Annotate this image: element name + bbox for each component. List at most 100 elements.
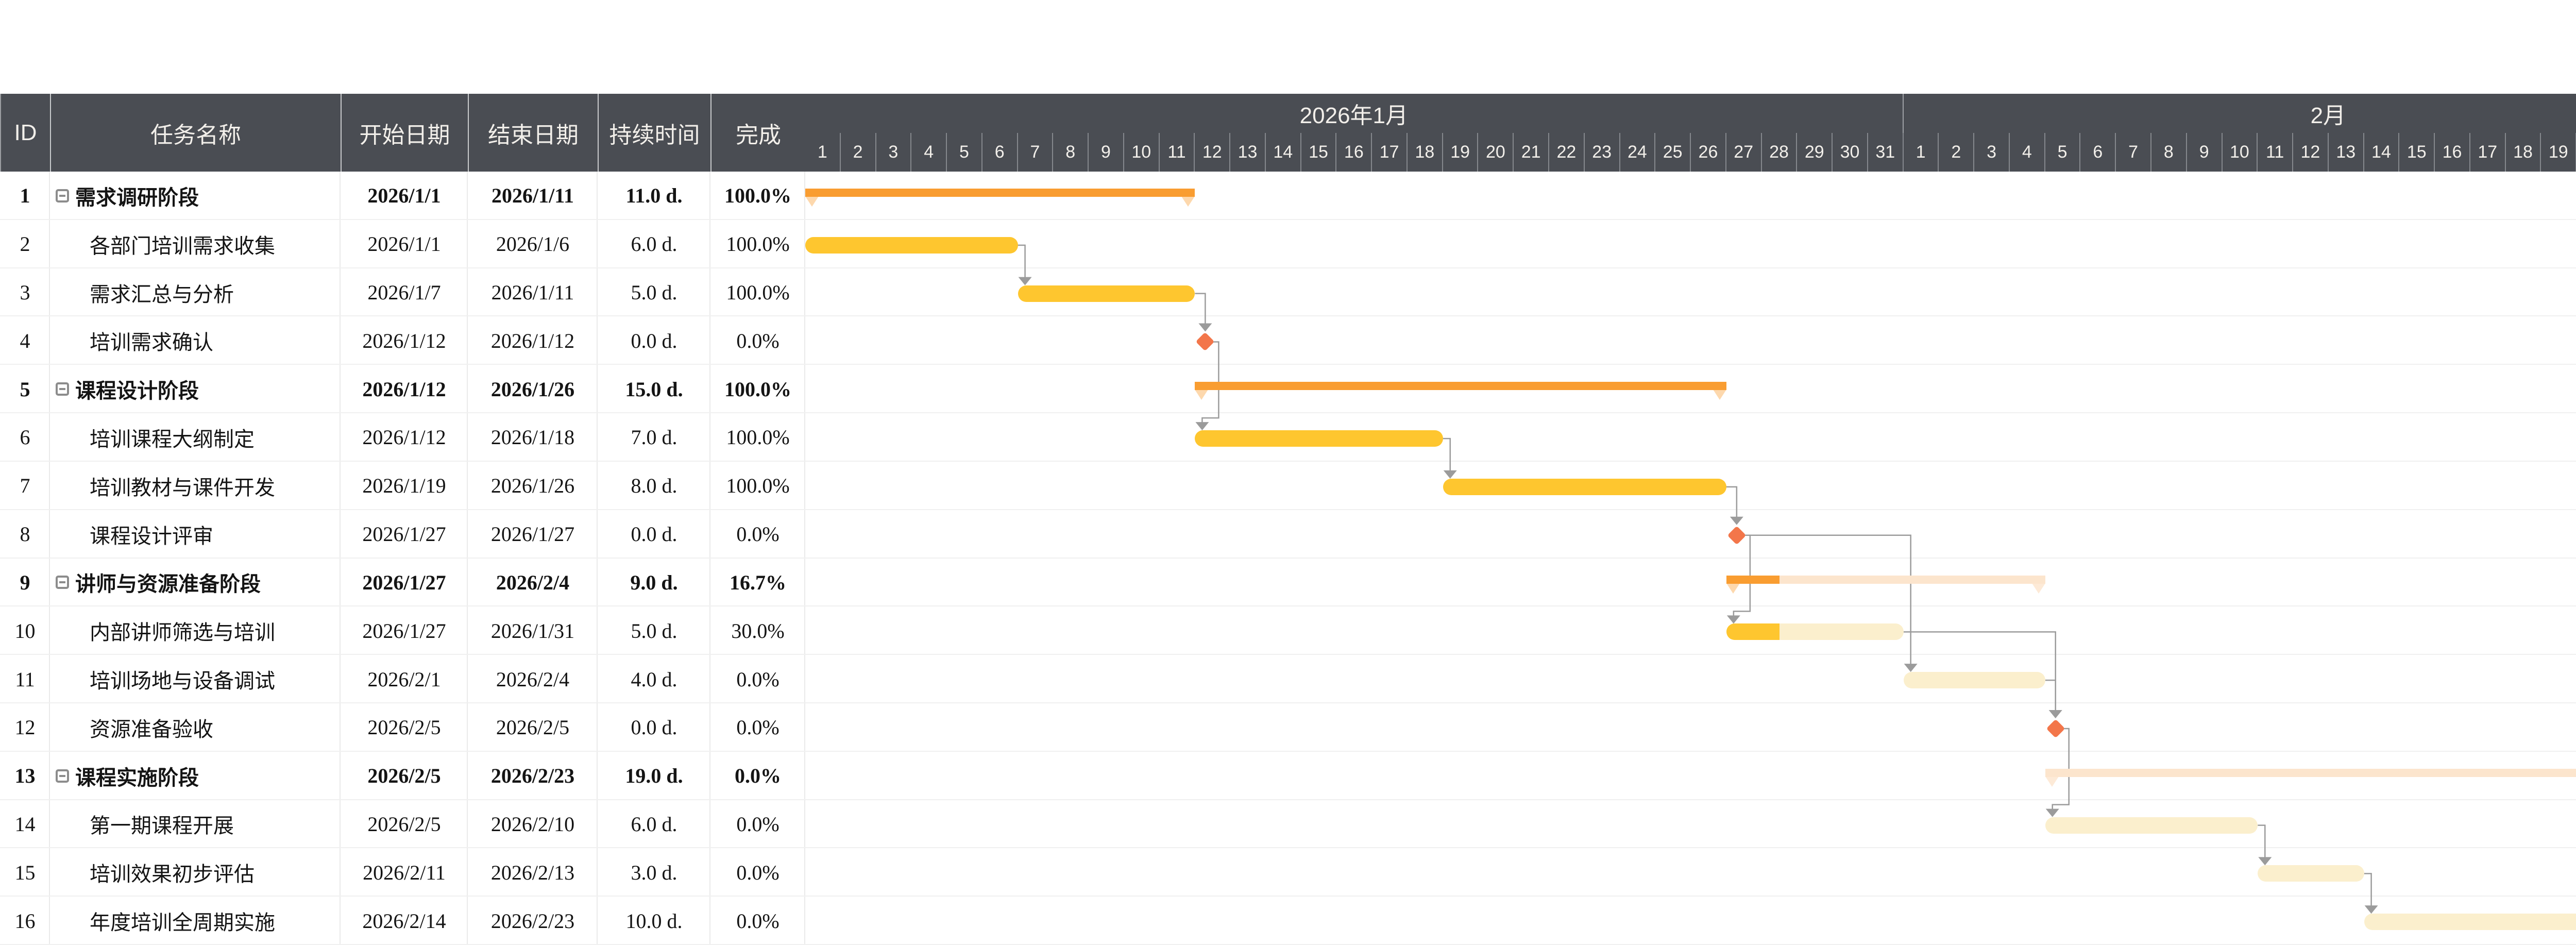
- task-bar[interactable]: [1903, 672, 2045, 689]
- cell-start: 2026/2/5: [367, 764, 441, 788]
- link-arrow-icon: [2045, 808, 2059, 817]
- cell-complete: 0.0%: [736, 909, 779, 933]
- row-divider: [0, 218, 2576, 220]
- task-bar[interactable]: [1195, 430, 1443, 447]
- cell-end: 2026/2/23: [490, 764, 575, 788]
- task-bar[interactable]: [2045, 817, 2258, 834]
- day-header: 4: [2010, 133, 2045, 172]
- column-header-duration[interactable]: 持续时间: [599, 94, 711, 172]
- link-arrow-icon: [2048, 710, 2062, 718]
- task-name-label: 需求调研阶段: [75, 185, 199, 209]
- column-header-start[interactable]: 开始日期: [342, 94, 469, 172]
- collapse-icon[interactable]: [56, 189, 69, 202]
- link-arrow-icon: [2364, 905, 2378, 914]
- day-header: 12: [2293, 133, 2329, 172]
- cell-end: 2026/1/27: [490, 522, 575, 546]
- day-header: 13: [2329, 133, 2364, 172]
- cell-complete: 30.0%: [731, 619, 785, 643]
- collapse-icon[interactable]: [56, 576, 69, 589]
- day-header: 14: [1266, 133, 1301, 172]
- collapse-icon[interactable]: [56, 382, 69, 396]
- cell-row-number: 14: [14, 812, 36, 836]
- task-bar[interactable]: [1726, 623, 1904, 640]
- collapse-icon[interactable]: [56, 769, 69, 783]
- cell-row-number: 4: [20, 329, 30, 352]
- summary-tail-left: [805, 196, 819, 207]
- day-header: 13: [1230, 133, 1266, 172]
- row-divider: [0, 557, 2576, 559]
- day-header: 15: [2399, 133, 2435, 172]
- summary-tail-left: [1726, 583, 1740, 594]
- cell-end: 2026/2/4: [496, 667, 570, 691]
- link-arrow-icon: [1726, 615, 1740, 624]
- cell-start: 2026/1/19: [362, 474, 446, 498]
- summary-bar[interactable]: [2045, 768, 2576, 787]
- row-divider: [0, 896, 2576, 897]
- cell-start: 2026/1/12: [362, 329, 446, 352]
- row-divider: [0, 364, 2576, 365]
- task-name-label: 讲师与资源准备阶段: [75, 572, 261, 596]
- cell-row-number: 16: [14, 909, 36, 933]
- day-header: 19: [1443, 133, 1479, 172]
- column-header-end[interactable]: 结束日期: [469, 94, 599, 172]
- cell-start: 2026/1/7: [367, 281, 441, 305]
- cell-duration: 15.0 d.: [625, 377, 683, 401]
- row-divider: [0, 315, 2576, 317]
- day-header: 8: [1053, 133, 1089, 172]
- cell-start: 2026/2/5: [367, 812, 441, 836]
- cell-row-number: 6: [20, 426, 30, 449]
- task-bar[interactable]: [1443, 478, 1726, 495]
- day-header: 7: [1018, 133, 1054, 172]
- task-bar[interactable]: [805, 237, 1018, 254]
- task-bar[interactable]: [1018, 285, 1195, 302]
- cell-end: 2026/1/26: [490, 474, 575, 498]
- link-arrow-icon: [1018, 277, 1032, 285]
- cell-task-name: 年度培训全周期实施: [90, 911, 275, 935]
- cell-complete: 0.0%: [736, 812, 779, 836]
- link-line: [1443, 437, 1451, 472]
- day-header: 23: [1585, 133, 1620, 172]
- cell-end: 2026/2/10: [490, 812, 575, 836]
- day-header: 8: [2151, 133, 2187, 172]
- cell-row-number: 12: [14, 716, 36, 739]
- column-header-name[interactable]: 任务名称: [51, 94, 342, 172]
- task-bar[interactable]: [2258, 865, 2364, 882]
- cell-complete: 100.0%: [726, 474, 790, 498]
- summary-tail-right: [1181, 196, 1195, 207]
- cell-start: 2026/2/11: [363, 860, 446, 884]
- link-line: [2052, 728, 2070, 811]
- summary-tail-left: [2045, 776, 2059, 787]
- summary-bar[interactable]: [805, 189, 1195, 207]
- day-header: 20: [1479, 133, 1514, 172]
- day-header: 30: [1833, 133, 1868, 172]
- link-arrow-icon: [1443, 470, 1457, 479]
- cell-end: 2026/2/23: [490, 909, 575, 933]
- cell-duration: 0.0 d.: [631, 716, 677, 739]
- summary-bar[interactable]: [1195, 382, 1726, 400]
- column-header-id[interactable]: ID: [1, 94, 51, 172]
- cell-row-number: 7: [20, 474, 30, 498]
- cell-duration: 4.0 d.: [631, 667, 677, 691]
- cell-start: 2026/1/1: [367, 184, 441, 208]
- day-header: 28: [1762, 133, 1798, 172]
- cell-start: 2026/1/12: [362, 426, 446, 449]
- cell-complete: 100.0%: [726, 426, 790, 449]
- cell-duration: 5.0 d.: [631, 281, 677, 305]
- row-divider: [0, 799, 2576, 800]
- summary-bar[interactable]: [1726, 575, 2045, 594]
- cell-start: 2026/1/12: [362, 377, 446, 401]
- day-header: 1: [1904, 133, 1939, 172]
- cell-task-name: 培训课程大纲制定: [90, 427, 255, 451]
- month-header-2: 2月: [1904, 94, 2576, 133]
- day-header: 18: [1408, 133, 1443, 172]
- cell-end: 2026/1/31: [490, 619, 575, 643]
- row-divider: [0, 412, 2576, 414]
- row-divider: [0, 944, 2576, 945]
- cell-task-name: 资源准备验收: [90, 717, 213, 741]
- cell-task-name: 培训教材与课件开发: [90, 476, 275, 499]
- task-bar[interactable]: [2364, 914, 2576, 931]
- cell-end: 2026/1/11: [491, 184, 574, 208]
- cell-complete: 0.0%: [735, 764, 781, 788]
- column-divider: [467, 172, 468, 945]
